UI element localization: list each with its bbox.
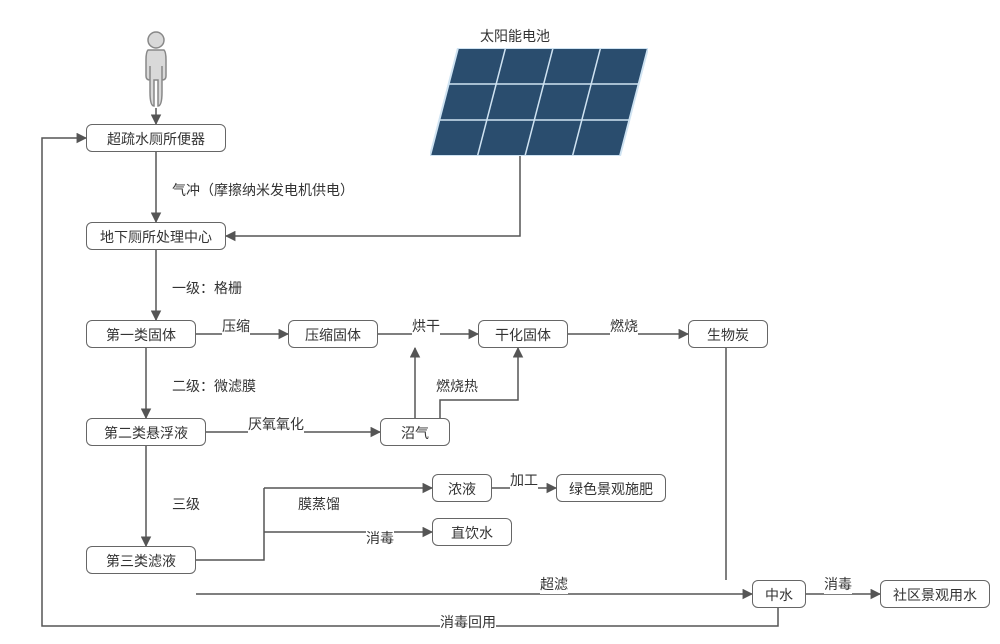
label-stage1: 一级：格栅 (172, 278, 242, 298)
label-disinfect2: 消毒 (824, 574, 852, 594)
node-greywater: 中水 (752, 580, 806, 608)
label-compress: 压缩 (222, 316, 250, 336)
label-disinfect1: 消毒 (366, 528, 394, 548)
node-fertilizer: 绿色景观施肥 (556, 474, 666, 502)
label-anaerobic: 厌氧氧化 (248, 414, 304, 434)
node-dried: 干化固体 (478, 320, 568, 348)
label-membrane: 膜蒸馏 (298, 494, 340, 514)
label-dis_reuse: 消毒回用 (440, 612, 496, 632)
node-solid1: 第一类固体 (86, 320, 196, 348)
node-drinking: 直饮水 (432, 518, 512, 546)
label-process: 加工 (510, 470, 538, 490)
node-filtrate3: 第三类滤液 (86, 546, 196, 574)
label-solar_title: 太阳能电池 (480, 26, 550, 46)
label-stage2: 二级：微滤膜 (172, 376, 256, 396)
label-burn: 燃烧 (610, 316, 638, 336)
label-air_flush: 气冲（摩擦纳米发电机供电） (172, 180, 354, 200)
node-compressed: 压缩固体 (288, 320, 378, 348)
node-biogas: 沼气 (380, 418, 450, 446)
node-landscape: 社区景观用水 (880, 580, 990, 608)
node-center: 地下厕所处理中心 (86, 222, 226, 250)
node-concentrate: 浓液 (432, 474, 492, 502)
node-biochar: 生物炭 (688, 320, 768, 348)
person-icon (138, 30, 174, 115)
label-burnheat: 燃烧热 (436, 376, 478, 396)
label-stage3: 三级 (172, 494, 200, 514)
label-ultrafilter: 超滤 (540, 574, 568, 594)
solar-panel-icon (430, 48, 648, 161)
label-dry: 烘干 (412, 316, 440, 336)
node-susp2: 第二类悬浮液 (86, 418, 206, 446)
node-toilet: 超疏水厕所便器 (86, 124, 226, 152)
